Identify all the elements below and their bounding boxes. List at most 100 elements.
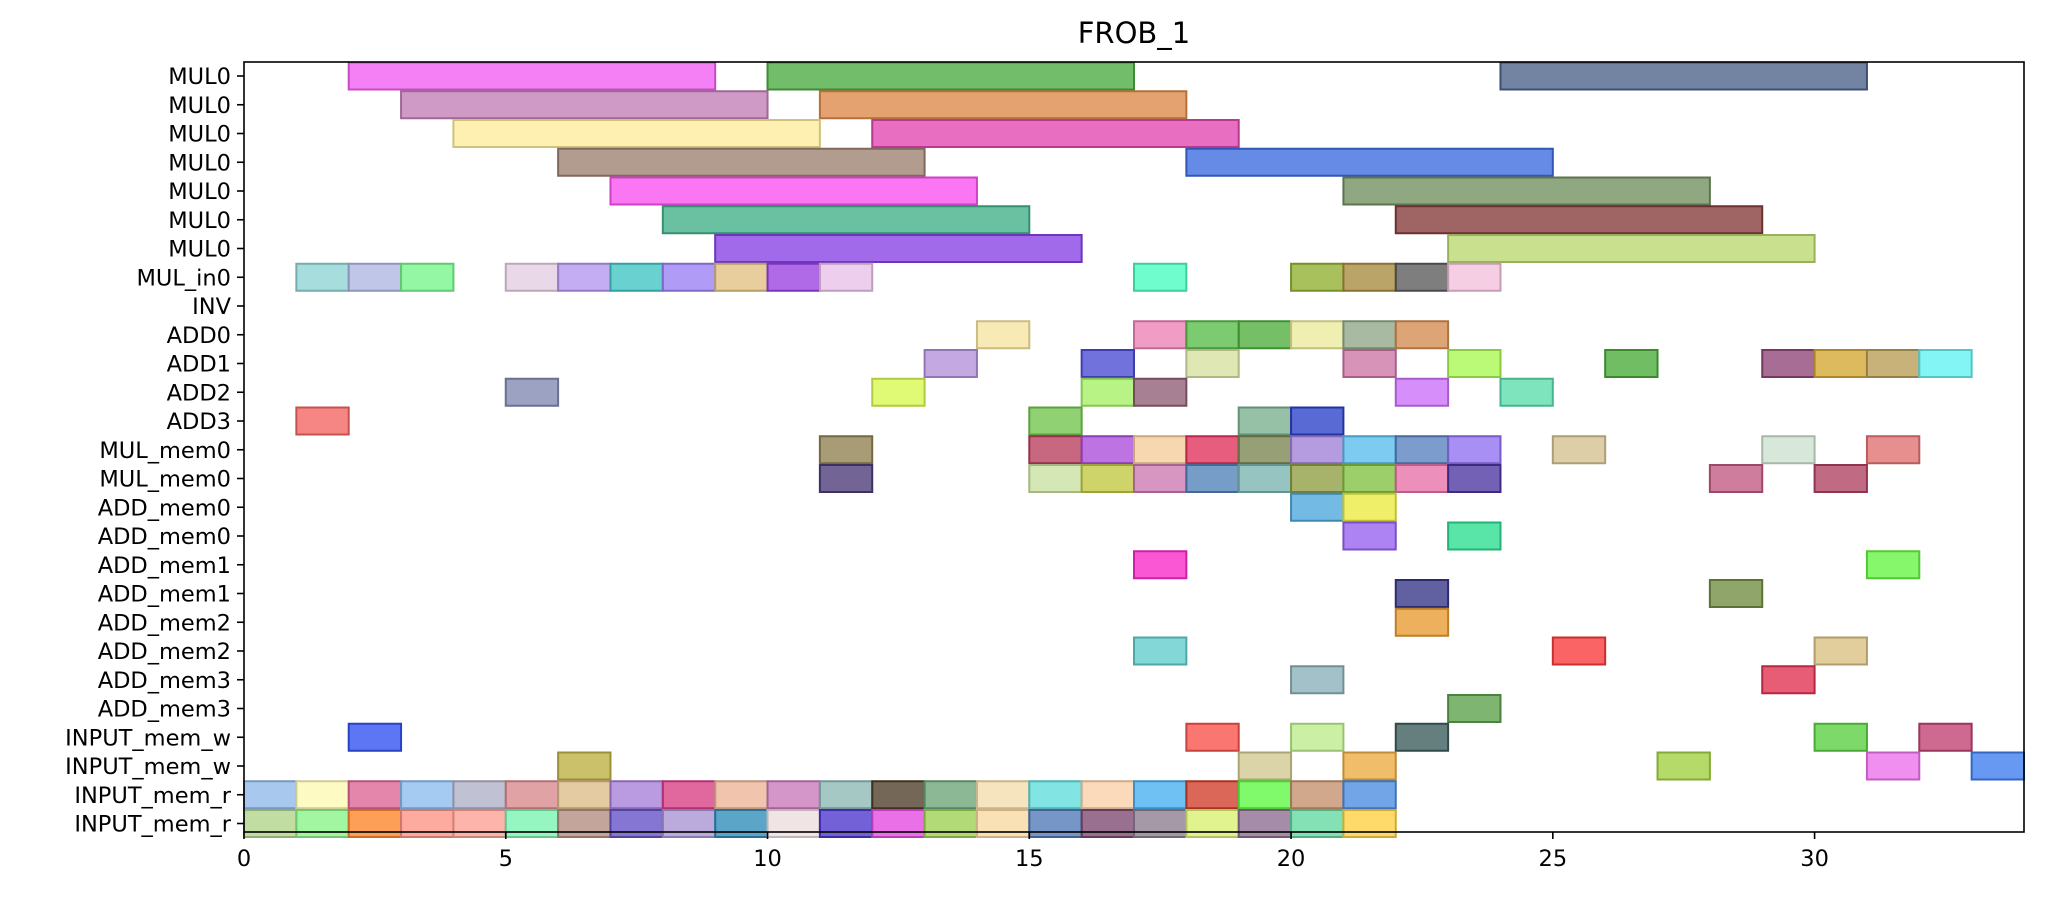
gantt-bar — [243, 809, 298, 838]
gantt-bar — [1394, 435, 1450, 465]
gantt-bar — [1447, 435, 1502, 465]
gantt-bar — [400, 90, 769, 120]
gantt-bar — [1290, 809, 1345, 838]
gantt-bar — [243, 780, 298, 810]
gantt-bar — [1080, 809, 1136, 838]
y-tick-label: ADD_mem2 — [98, 639, 231, 665]
gantt-bar — [818, 435, 874, 465]
gantt-bar — [1813, 349, 1868, 378]
gantt-bar — [295, 780, 350, 810]
gantt-bar — [452, 809, 507, 838]
gantt-bar — [1865, 435, 1921, 465]
gantt-bar — [557, 780, 612, 810]
gantt-bar — [1133, 320, 1188, 350]
gantt-bar — [609, 809, 664, 838]
gantt-bar — [1133, 262, 1188, 292]
gantt-bar — [347, 262, 403, 292]
y-tick-label: INPUT_mem_w — [65, 754, 231, 780]
x-tick-label: 0 — [237, 846, 251, 872]
gantt-bar — [1080, 464, 1136, 493]
gantt-bar — [1080, 435, 1136, 465]
gantt-bar — [1761, 435, 1816, 465]
gantt-bar — [295, 406, 350, 436]
gantt-bar — [1290, 320, 1345, 350]
gantt-bar — [1865, 751, 1921, 781]
y-tick-label: MUL_mem0 — [99, 438, 231, 464]
gantt-bar — [1028, 780, 1083, 810]
gantt-bar — [347, 722, 403, 752]
gantt-bar — [1185, 349, 1240, 378]
y-tick-label: ADD1 — [167, 352, 231, 378]
gantt-bar — [1604, 349, 1659, 378]
gantt-bar — [504, 262, 560, 292]
gantt-bar — [1708, 579, 1764, 608]
gantt-bar — [871, 780, 926, 810]
y-tick-label: ADD_mem2 — [98, 610, 231, 636]
gantt-bar — [1133, 435, 1188, 465]
gantt-bar — [1447, 262, 1502, 292]
gantt-bar — [347, 809, 403, 838]
y-tick-label: MUL_in0 — [137, 265, 232, 291]
gantt-bar — [714, 262, 769, 292]
gantt-bar — [714, 809, 769, 838]
gantt-bar — [714, 780, 769, 810]
gantt-bar — [1813, 636, 1868, 666]
gantt-bar — [1551, 435, 1607, 465]
gantt-bar — [1342, 262, 1397, 292]
x-tick-label: 30 — [1800, 846, 1829, 872]
gantt-bar — [1133, 780, 1188, 810]
gantt-bar — [1185, 722, 1240, 752]
gantt-bar — [1342, 492, 1397, 522]
gantt-bar — [1028, 809, 1083, 838]
gantt-bar — [818, 90, 1188, 120]
gantt-bar — [557, 751, 612, 781]
gantt-bar — [1394, 377, 1450, 407]
gantt-bar — [1342, 521, 1397, 551]
gantt-bar — [1237, 751, 1293, 781]
gantt-bar — [1185, 147, 1554, 177]
gantt-bar — [1708, 464, 1764, 493]
y-tick-label: ADD2 — [167, 380, 231, 406]
gantt-bar — [1342, 751, 1397, 781]
gantt-bar — [1290, 722, 1345, 752]
gantt-bar — [661, 262, 717, 292]
gantt-bar — [1970, 751, 2026, 781]
y-tick-label: ADD0 — [167, 323, 231, 349]
y-tick-label: ADD_mem0 — [98, 524, 231, 550]
gantt-bar — [1290, 262, 1345, 292]
gantt-bar — [1185, 809, 1240, 838]
y-axis: MUL0MUL0MUL0MUL0MUL0MUL0MUL0MUL_in0INVAD… — [65, 64, 244, 838]
gantt-bar — [295, 809, 350, 838]
gantt-bar — [1865, 349, 1921, 378]
x-tick-label: 5 — [499, 846, 513, 872]
gantt-bar — [818, 464, 874, 493]
gantt-bar — [1394, 262, 1450, 292]
gantt-bar — [1185, 780, 1240, 810]
gantt-bar — [818, 262, 874, 292]
gantt-bar — [975, 780, 1031, 810]
gantt-bar — [1447, 234, 1816, 263]
gantt-bar — [1342, 320, 1397, 350]
gantt-bar — [1080, 780, 1136, 810]
y-tick-label: ADD3 — [167, 409, 231, 435]
gantt-bar — [1342, 176, 1711, 206]
gantt-bar — [347, 780, 403, 810]
gantt-bar — [818, 809, 874, 838]
gantt-bar — [661, 780, 717, 810]
gantt-bar — [557, 147, 926, 177]
y-tick-label: MUL0 — [168, 179, 231, 205]
gantt-bar — [661, 205, 1031, 235]
gantt-bar — [1394, 205, 1764, 235]
bars-layer — [243, 61, 2026, 838]
gantt-bar — [1394, 579, 1450, 608]
gantt-bar — [1290, 492, 1345, 522]
gantt-bar — [557, 262, 612, 292]
gantt-bar — [1865, 550, 1921, 580]
gantt-bar — [975, 320, 1031, 350]
gantt-bar — [661, 809, 717, 838]
y-tick-label: INV — [192, 294, 231, 320]
gantt-bar — [1813, 722, 1868, 752]
gantt-bar — [1133, 377, 1188, 407]
